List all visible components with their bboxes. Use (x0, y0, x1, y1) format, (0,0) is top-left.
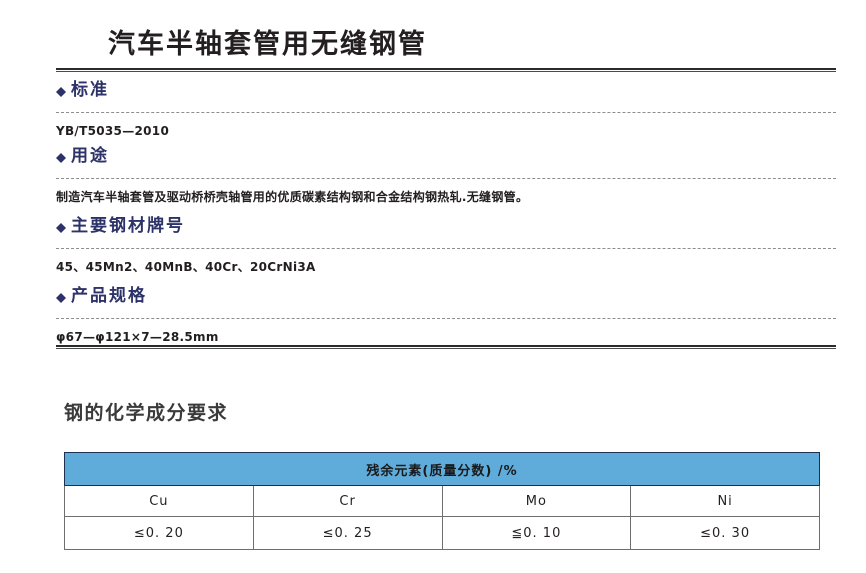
section-specifications-dashed-rule (56, 318, 836, 319)
diamond-bullet-icon (56, 148, 66, 163)
section-steel-grades-title: 主要钢材牌号 (71, 216, 185, 236)
table-value-cr: ≤0. 25 (252, 516, 443, 550)
chemistry-heading: 钢的化学成分要求 (64, 402, 229, 424)
section-steel-grades-dashed-rule (56, 248, 836, 249)
section-standard-title: 标准 (71, 80, 109, 100)
section-steel-grades-body: 45、45Mn2、40MnB、40Cr、20CrNi3A (56, 260, 316, 274)
section-standard-dashed-rule (56, 112, 836, 113)
section-standard-body: YB/T5035—2010 (56, 124, 170, 138)
section-standard-header: 标准 (56, 82, 836, 108)
table-column-header-mo: Mo (441, 485, 632, 517)
section-specifications-body: φ67—φ121×7—28.5mm (56, 330, 219, 344)
table-column-header-ni: Ni (630, 485, 820, 517)
table-banner-cell: 残余元素(质量分数) /% (64, 452, 820, 486)
section-specifications-header: 产品规格 (56, 288, 836, 314)
table-value-ni: ≤0. 30 (630, 516, 820, 550)
section-application: 用途 制造汽车半轴套管及驱动桥桥壳轴管用的优质碳素结构钢和合金结构钢热轧.无缝钢… (56, 148, 836, 204)
section-standard: 标准 YB/T5035—2010 (56, 82, 836, 138)
section-application-header: 用途 (56, 148, 836, 174)
section-steel-grades-header: 主要钢材牌号 (56, 218, 836, 244)
table-value-mo: ≦0. 10 (441, 516, 632, 550)
diamond-bullet-icon (56, 82, 66, 97)
section-application-title: 用途 (71, 146, 109, 166)
table-row-values: ≤0. 20 ≤0. 25 ≦0. 10 ≤0. 30 (64, 516, 820, 550)
diamond-bullet-icon (56, 218, 66, 233)
title-divider (56, 68, 836, 72)
chemical-composition-table: 残余元素(质量分数) /% Cu Cr Mo Ni ≤0. 20 ≤0. 25 … (64, 452, 820, 550)
section-application-body: 制造汽车半轴套管及驱动桥桥壳轴管用的优质碳素结构钢和合金结构钢热轧.无缝钢管。 (56, 190, 529, 204)
section-steel-grades: 主要钢材牌号 45、45Mn2、40MnB、40Cr、20CrNi3A (56, 218, 836, 274)
table-column-header-cr: Cr (252, 485, 443, 517)
section-specifications-title: 产品规格 (71, 286, 147, 306)
title-row: 汽车半轴套管用无缝钢管 (56, 22, 836, 66)
table-row-banner: 残余元素(质量分数) /% (64, 452, 820, 486)
section-bottom-divider (56, 345, 836, 349)
table-column-header-cu: Cu (64, 485, 254, 517)
table-row-columns: Cu Cr Mo Ni (64, 485, 820, 517)
page-title: 汽车半轴套管用无缝钢管 (108, 28, 427, 60)
table-value-cu: ≤0. 20 (64, 516, 254, 550)
section-specifications: 产品规格 φ67—φ121×7—28.5mm (56, 288, 836, 344)
diamond-bullet-icon (56, 288, 66, 303)
section-application-dashed-rule (56, 178, 836, 179)
